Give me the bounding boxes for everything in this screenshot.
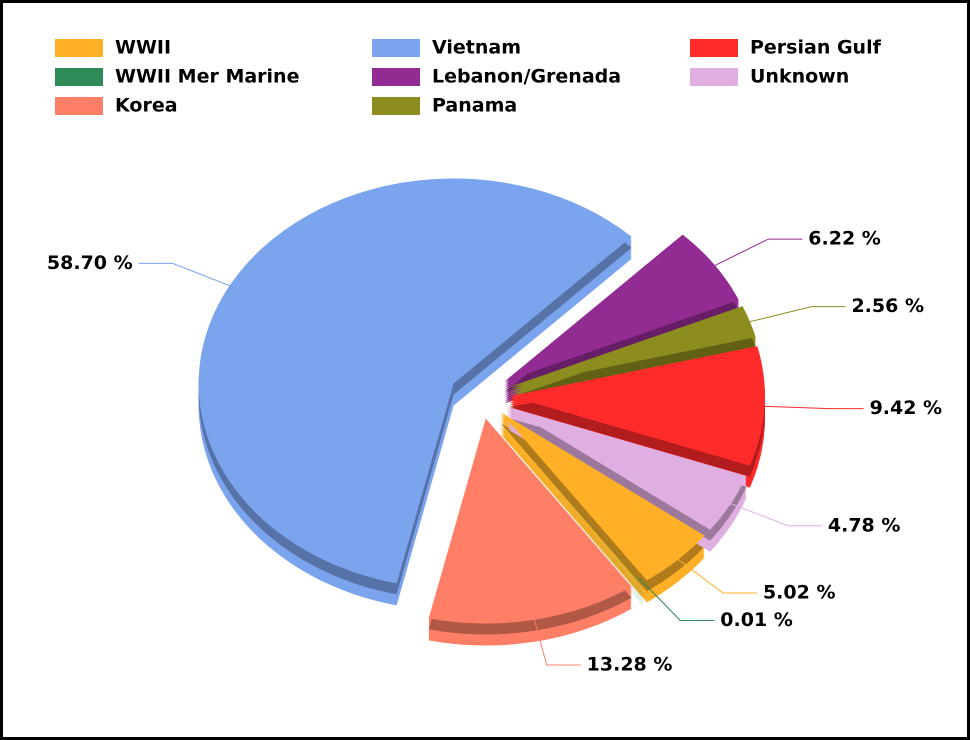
slice-side: [497, 426, 644, 595]
data-label: 5.02 %: [763, 581, 836, 603]
slice: [508, 306, 756, 388]
legend-label: WWII: [115, 37, 171, 59]
legend-swatch: [55, 39, 103, 57]
data-label: 6.22 %: [808, 228, 881, 250]
legend-swatch: [372, 97, 420, 115]
slice: [497, 414, 644, 583]
leader-line: [708, 238, 803, 270]
legend-swatch: [690, 68, 738, 86]
slice-shade: [497, 425, 644, 594]
legend-label: Panama: [432, 95, 517, 117]
slice-side: [497, 420, 644, 589]
data-label: 0.01 %: [720, 609, 793, 631]
leader-line: [672, 555, 757, 594]
legend-label: Lebanon/Grenada: [432, 66, 621, 88]
leader-line: [742, 306, 846, 324]
data-label: 2.56 %: [851, 295, 924, 317]
legend-swatch: [372, 68, 420, 86]
data-label: 13.28 %: [587, 653, 673, 675]
slice-side: [497, 424, 644, 593]
slice-side: [497, 416, 644, 585]
leader-line: [756, 405, 864, 410]
data-label: 58.70 %: [47, 252, 133, 274]
slice: [506, 406, 747, 530]
slice: [504, 234, 739, 382]
leader-line: [723, 500, 822, 527]
slice-side: [497, 430, 644, 599]
data-label: 9.42 %: [870, 397, 943, 419]
legend-label: WWII Mer Marine: [115, 66, 299, 88]
legend-swatch: [690, 39, 738, 57]
leader-line: [138, 262, 237, 289]
legend-label: Unknown: [750, 66, 849, 88]
legend-swatch: [372, 39, 420, 57]
legend-swatch: [55, 97, 103, 115]
leader-line: [638, 577, 715, 622]
slice: [198, 178, 632, 584]
legend-label: Persian Gulf: [750, 37, 882, 59]
legend-label: Korea: [115, 95, 178, 117]
legend-swatch: [55, 68, 103, 86]
legend-label: Vietnam: [432, 37, 521, 59]
leader-line: [532, 613, 581, 666]
slice-side: [497, 422, 644, 591]
slice: [509, 346, 765, 466]
slice: [500, 412, 705, 581]
data-label: 4.78 %: [828, 514, 901, 536]
slice-side: [497, 418, 644, 587]
slice: [428, 418, 632, 624]
slice-side: [497, 428, 644, 597]
